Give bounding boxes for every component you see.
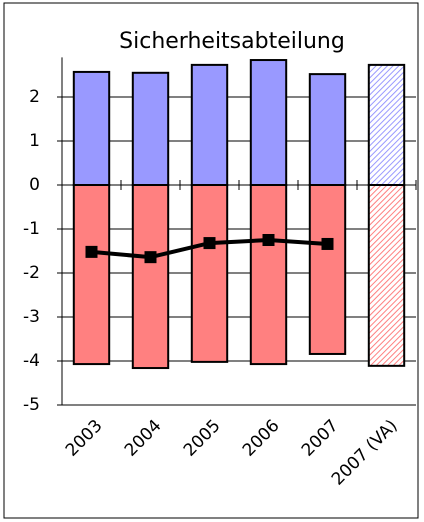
bar <box>131 184 170 370</box>
y-tick-label: -4 <box>23 351 40 371</box>
marker <box>321 237 334 250</box>
y-tick-label: 0 <box>29 175 40 195</box>
y-tick-label: 1 <box>29 131 40 151</box>
bar <box>308 184 347 355</box>
y-tick-label: 2 <box>29 87 40 107</box>
bar <box>190 184 229 363</box>
chart-title: Sicherheitsabteilung <box>119 29 345 54</box>
y-tick-label: -2 <box>23 263 40 283</box>
bar <box>308 73 347 186</box>
marker <box>85 245 98 258</box>
bar <box>249 59 288 186</box>
bar <box>249 184 288 366</box>
y-tick-label: -3 <box>23 307 40 327</box>
marker <box>262 234 275 246</box>
bar <box>131 71 170 186</box>
y-tick-label: -1 <box>23 219 40 239</box>
bar <box>72 184 111 366</box>
bar <box>72 70 111 186</box>
bar <box>367 184 406 367</box>
marker <box>203 237 216 250</box>
bar <box>190 63 229 186</box>
y-tick-label: -5 <box>23 395 40 415</box>
marker <box>144 251 157 264</box>
bar <box>367 63 406 186</box>
